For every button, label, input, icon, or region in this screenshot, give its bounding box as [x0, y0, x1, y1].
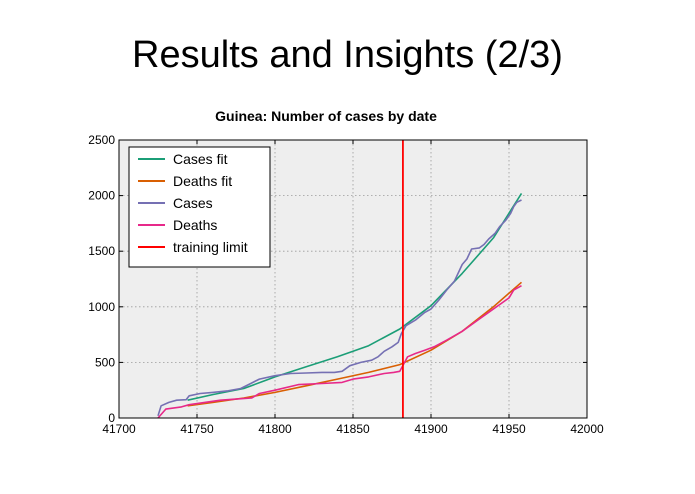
- slide-title: Results and Insights (2/3): [132, 34, 563, 76]
- y-tick-label: 1500: [88, 244, 115, 258]
- x-tick-label: 41800: [258, 422, 292, 436]
- x-tick-label: 41900: [414, 422, 448, 436]
- chart-title: Guinea: Number of cases by date: [215, 108, 437, 124]
- series-line-deaths: [157, 285, 522, 419]
- y-tick-label: 2500: [88, 133, 115, 147]
- legend-label: Cases fit: [173, 151, 228, 167]
- legend-label: Deaths: [173, 217, 217, 233]
- legend-label: Cases: [173, 195, 213, 211]
- x-tick-label: 42000: [570, 422, 604, 436]
- legend-label: training limit: [173, 239, 248, 255]
- y-tick-label: 2000: [88, 189, 115, 203]
- x-tick-label: 41850: [336, 422, 370, 436]
- x-tick-label: 41750: [180, 422, 214, 436]
- x-tick-label: 41700: [102, 422, 136, 436]
- y-tick-label: 0: [108, 411, 115, 425]
- y-tick-label: 1000: [88, 300, 115, 314]
- x-tick-label: 41950: [492, 422, 526, 436]
- y-tick-label: 500: [95, 355, 115, 369]
- legend-label: Deaths fit: [173, 173, 232, 189]
- series-line-cases: [157, 199, 522, 417]
